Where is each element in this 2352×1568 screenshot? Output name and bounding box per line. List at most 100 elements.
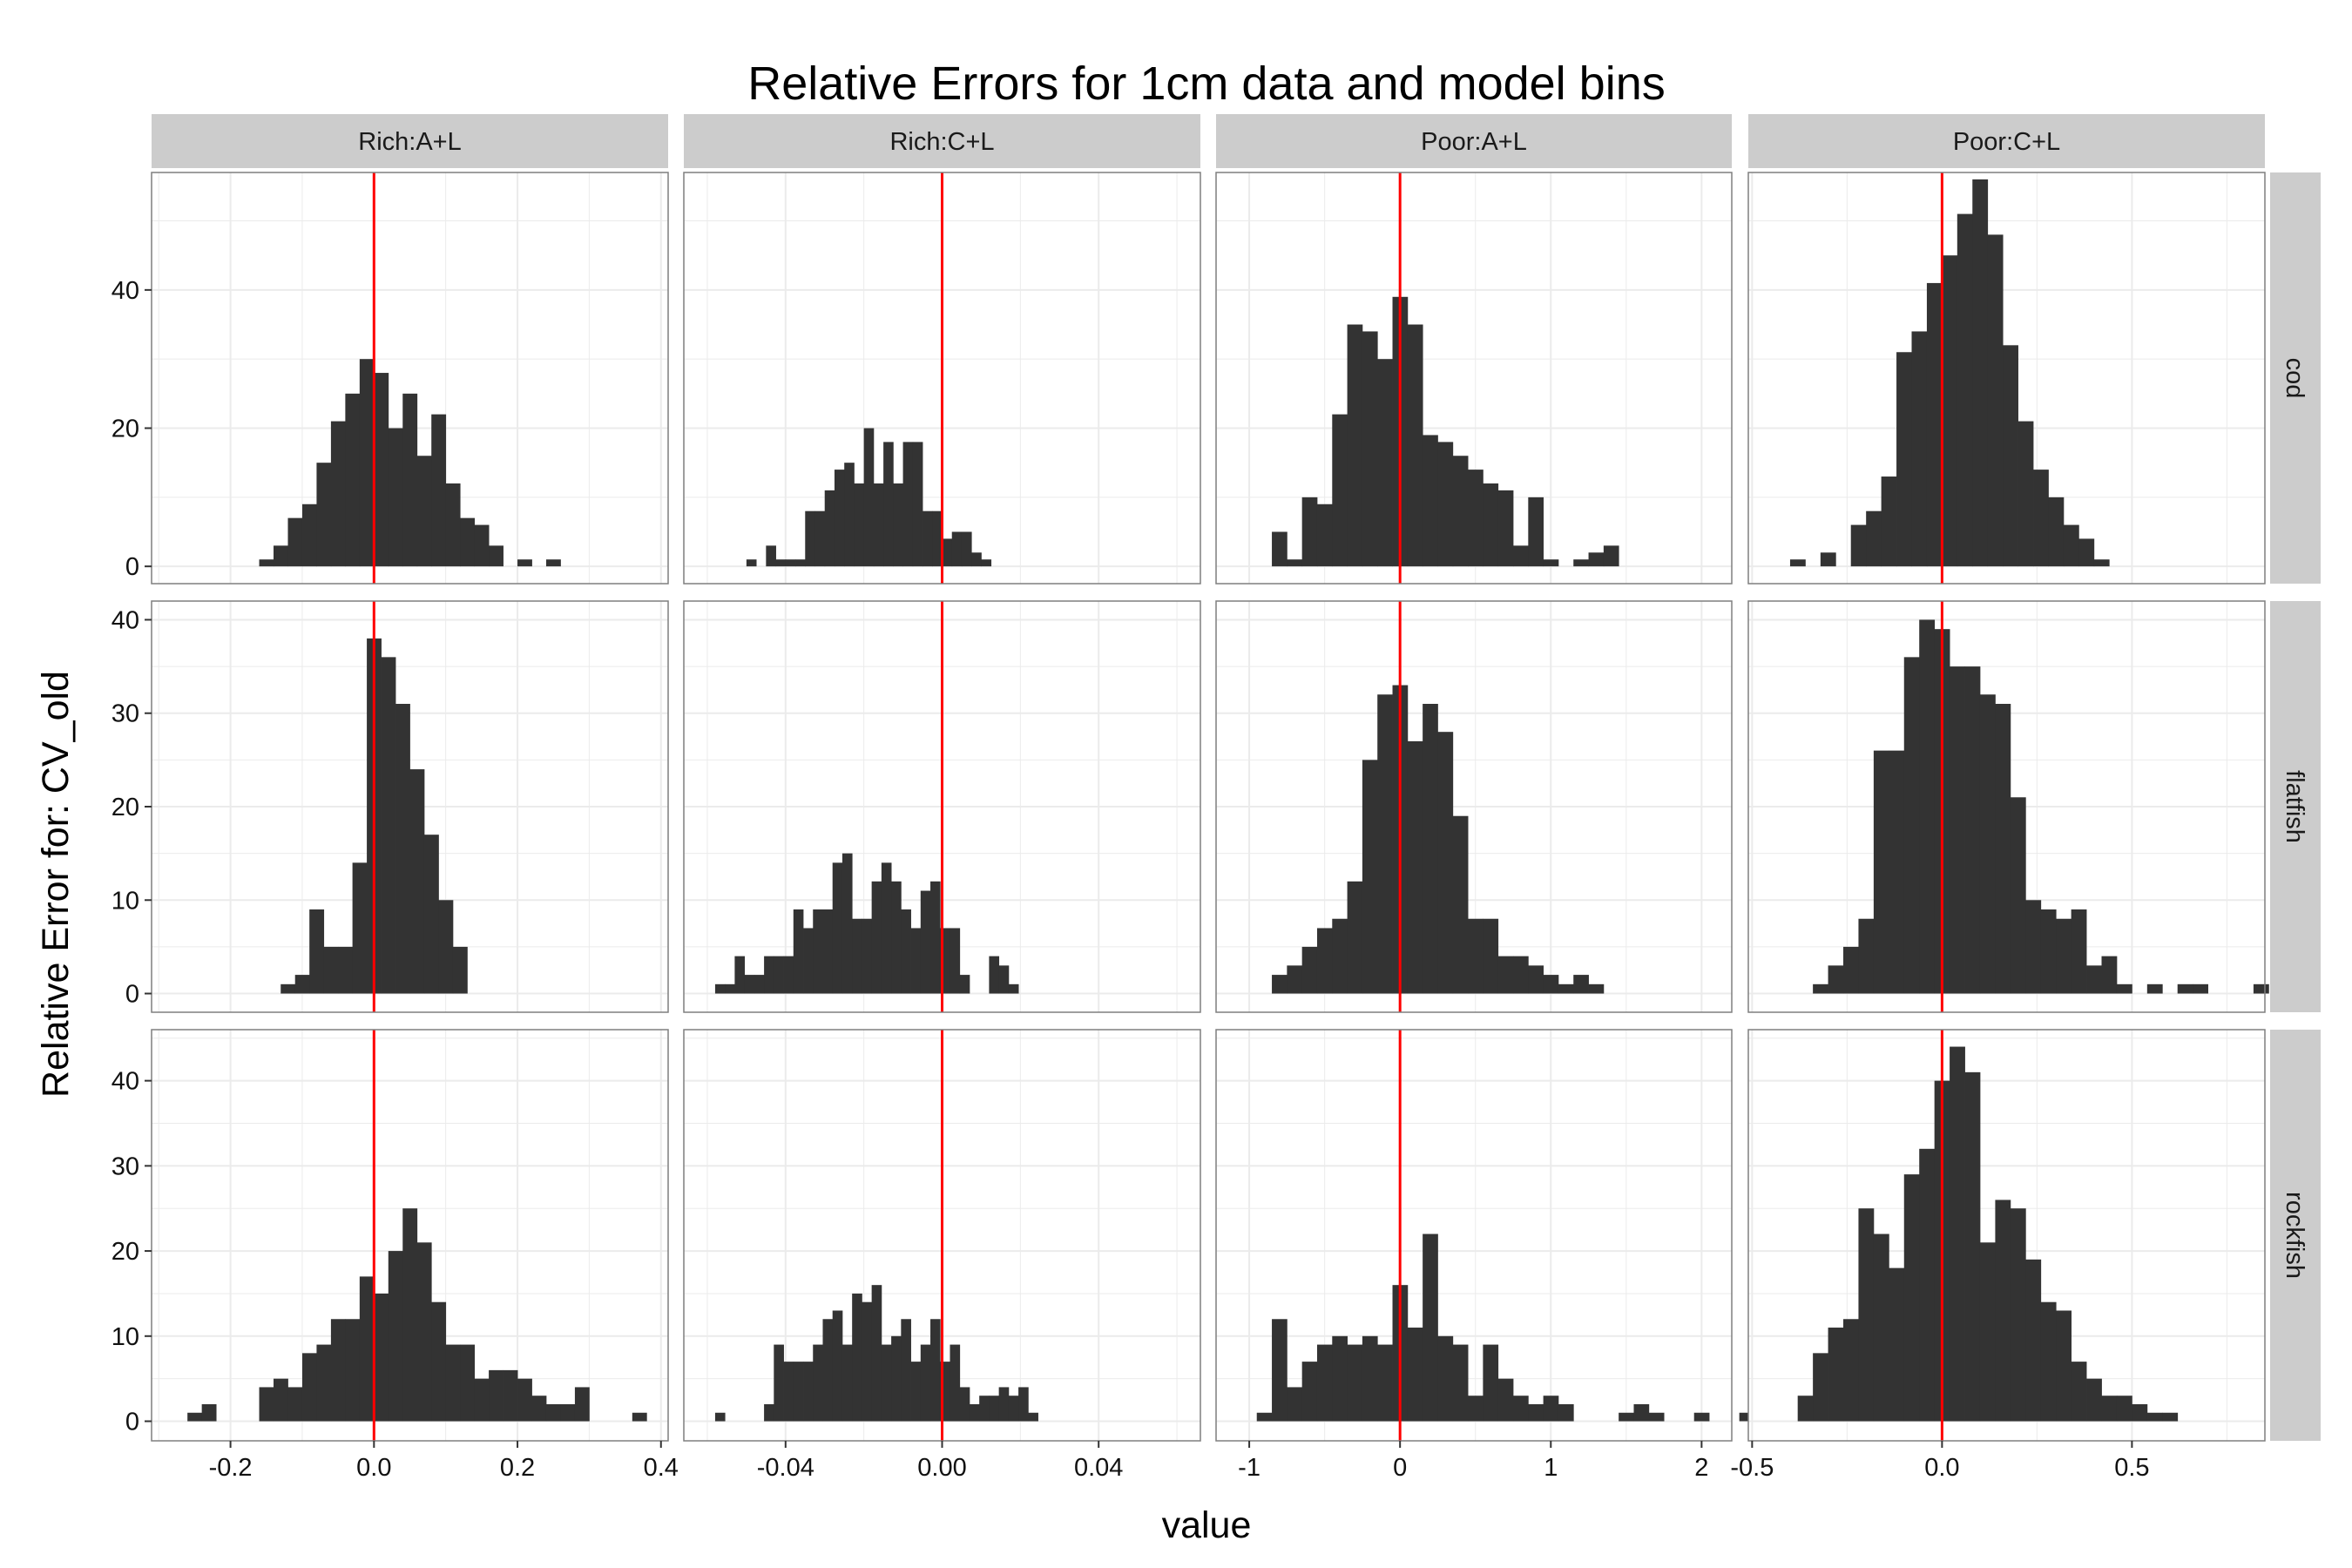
y-tick-label: 40 [112,277,139,305]
histogram-bar [460,517,476,567]
histogram-bar [920,1344,931,1422]
panel-flatfish-poor-a-l [1215,600,1733,1013]
histogram-bar [863,428,875,567]
histogram-bar [1979,694,1996,994]
histogram-bar [1797,1396,1814,1422]
histogram-bar [951,531,963,567]
histogram-bar [930,1319,941,1422]
histogram-bar [1926,282,1943,567]
y-tick-label: 20 [112,794,139,821]
histogram-bar [1287,965,1303,994]
histogram-bar [2116,1396,2132,1422]
histogram-bar [725,983,735,994]
histogram-bar [901,909,911,994]
histogram-bar [402,393,418,567]
histogram-bar [1858,918,1875,994]
histogram-bar [1911,331,1928,567]
histogram-bar [1362,760,1378,994]
histogram-bar [910,928,922,994]
histogram-bar [1332,414,1348,567]
histogram-bar [1588,983,1605,994]
histogram-bar [940,928,950,994]
histogram-bar [950,928,961,994]
histogram-bar [901,1319,911,1422]
histogram-bar [822,1319,834,1422]
histogram-bar [1919,619,1936,994]
strip-poor-a-l [1216,114,1732,168]
histogram-bar [402,1208,418,1422]
histogram-bar [201,1403,217,1422]
histogram-bar [1813,983,1828,994]
histogram-bar [416,1242,432,1422]
histogram-bar [1377,359,1393,567]
histogram-bar [1452,1344,1469,1422]
histogram-bar [338,946,354,994]
histogram-bar [280,983,296,994]
histogram-bar [1452,456,1469,567]
histogram-bar [910,1362,922,1422]
y-tick-label: 10 [112,887,139,915]
histogram-bar [1407,324,1423,567]
histogram-bar [1513,956,1529,994]
histogram-bar [1272,531,1288,567]
histogram-bar [2146,983,2163,994]
histogram-bar [1648,1412,1665,1422]
histogram-bar [381,657,396,994]
panel-border [1747,1029,2266,1442]
strip-cod [2270,172,2321,584]
histogram-bar [301,1353,317,1422]
histogram-bar [474,1378,490,1422]
histogram-bar [1513,545,1529,567]
histogram-bar [989,1396,1000,1422]
histogram-bar [445,483,461,567]
histogram-bar [1866,510,1882,567]
histogram-bar [744,975,755,994]
histogram-bar [1987,234,2004,567]
histogram-bar [1407,1328,1423,1422]
histogram-bar [803,1362,814,1422]
histogram-bar [259,559,274,567]
histogram-bar [2017,421,2034,567]
strip-label-poor-a-l: Poor:A+L [1421,128,1527,156]
histogram-bar [998,965,1010,994]
histogram-bar [1008,983,1019,994]
panel-flatfish-rich-a-l [151,600,669,1013]
x-tick-label: -1 [1238,1454,1260,1482]
histogram-bar [1558,983,1574,994]
histogram-bar [316,1344,332,1422]
histogram-bar [1881,476,1897,567]
histogram-bar [1543,975,1559,994]
histogram-bar [1316,928,1333,994]
histogram-bar [352,862,368,994]
histogram-bar [2010,1208,2026,1422]
histogram-bar [1995,1200,2011,1422]
histogram-bar [891,881,902,994]
histogram-bar [1377,1344,1393,1422]
histogram-bar [824,490,835,567]
histogram-bar [979,1396,990,1422]
histogram-bar [1362,331,1378,567]
y-tick-label: 20 [112,416,139,443]
histogram-bar [1347,1344,1363,1422]
histogram-bar [1828,965,1844,994]
strip-label-rich-a-l: Rich:A+L [358,128,461,156]
x-tick-label: 1 [1544,1454,1558,1482]
histogram-bar [961,531,972,567]
histogram-bar [287,1387,303,1422]
histogram-bar [805,510,815,567]
histogram-bar [2146,1412,2163,1422]
histogram-bar [1497,1378,1514,1422]
histogram-bar [1347,324,1363,567]
strip-flatfish [2270,601,2321,1012]
histogram-bar [1423,704,1438,994]
histogram-bar [359,1276,375,1422]
strip-rich-a-l [152,114,668,168]
x-tick-label: 0.0 [1924,1454,1959,1482]
panel-flatfish-poor-c-l [1747,600,2269,1013]
x-tick-label: 2 [1694,1454,1708,1482]
histogram-bar [959,1387,970,1422]
histogram-bar [388,428,403,567]
histogram-bar [981,559,992,567]
histogram-bar [1468,918,1484,994]
